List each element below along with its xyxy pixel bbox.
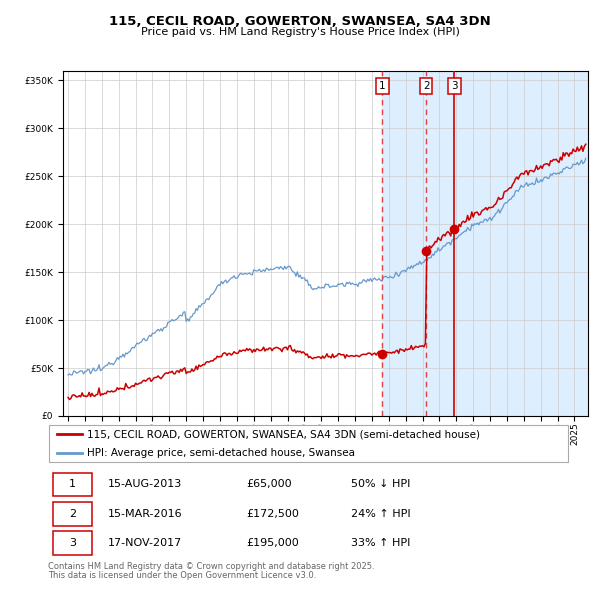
FancyBboxPatch shape — [53, 473, 92, 496]
Text: Contains HM Land Registry data © Crown copyright and database right 2025.: Contains HM Land Registry data © Crown c… — [48, 562, 374, 571]
FancyBboxPatch shape — [53, 531, 92, 555]
Text: £172,500: £172,500 — [247, 509, 299, 519]
Bar — [382, 71, 600, 416]
Text: 3: 3 — [69, 538, 76, 548]
Text: £65,000: £65,000 — [247, 480, 292, 489]
Text: Price paid vs. HM Land Registry's House Price Index (HPI): Price paid vs. HM Land Registry's House … — [140, 27, 460, 37]
FancyBboxPatch shape — [53, 502, 92, 526]
Text: 115, CECIL ROAD, GOWERTON, SWANSEA, SA4 3DN (semi-detached house): 115, CECIL ROAD, GOWERTON, SWANSEA, SA4 … — [87, 430, 480, 440]
Text: £195,000: £195,000 — [247, 538, 299, 548]
Text: HPI: Average price, semi-detached house, Swansea: HPI: Average price, semi-detached house,… — [87, 448, 355, 458]
Text: 2: 2 — [423, 81, 430, 91]
Text: 1: 1 — [379, 81, 386, 91]
FancyBboxPatch shape — [49, 425, 568, 461]
Text: 2: 2 — [69, 509, 76, 519]
Text: 17-NOV-2017: 17-NOV-2017 — [108, 538, 182, 548]
Text: 1: 1 — [69, 480, 76, 489]
Text: 24% ↑ HPI: 24% ↑ HPI — [351, 509, 410, 519]
Text: 33% ↑ HPI: 33% ↑ HPI — [351, 538, 410, 548]
Text: 15-AUG-2013: 15-AUG-2013 — [108, 480, 182, 489]
Text: This data is licensed under the Open Government Licence v3.0.: This data is licensed under the Open Gov… — [48, 571, 316, 580]
Text: 3: 3 — [451, 81, 458, 91]
Text: 115, CECIL ROAD, GOWERTON, SWANSEA, SA4 3DN: 115, CECIL ROAD, GOWERTON, SWANSEA, SA4 … — [109, 15, 491, 28]
Text: 15-MAR-2016: 15-MAR-2016 — [108, 509, 182, 519]
Text: 50% ↓ HPI: 50% ↓ HPI — [351, 480, 410, 489]
